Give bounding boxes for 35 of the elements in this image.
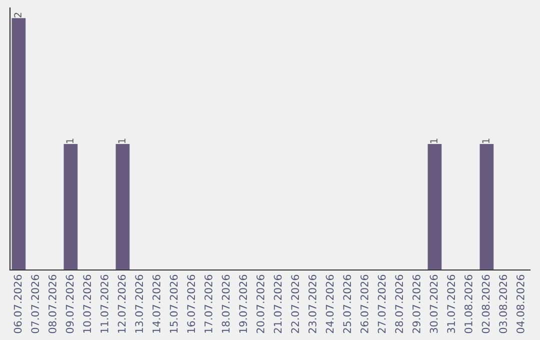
x-tick-label: 24.07.2026 (326, 274, 334, 334)
x-tick-label: 31.07.2026 (447, 274, 456, 334)
x-tick-label: 30.07.2026 (430, 274, 438, 334)
x-tick-label: 11.07.2026 (100, 274, 108, 333)
data-label: 2 (14, 12, 22, 18)
x-tick-label: 22.07.2026 (291, 274, 300, 334)
x-tick-label: 17.07.2026 (204, 274, 212, 333)
data-label: 1 (430, 138, 438, 143)
x-tick-label: 18.07.2026 (222, 274, 230, 333)
x-tick-label: 03.08.2026 (499, 274, 508, 334)
x-tick-label: 19.07.2026 (239, 274, 248, 333)
x-tick-label: 21.07.2026 (274, 274, 282, 334)
x-tick-label: 26.07.2026 (360, 274, 368, 334)
x-tick-label: 14.07.2026 (152, 274, 160, 333)
x-tick-label: 29.07.2026 (412, 274, 420, 334)
x-tick-label: 27.07.2026 (378, 274, 386, 334)
x-tick-label: 09.07.2026 (66, 274, 74, 334)
x-tick-label: 28.07.2026 (395, 274, 404, 334)
data-label: 1 (482, 138, 490, 143)
x-tick-label: 01.08.2026 (464, 274, 472, 334)
x-tick-label: 04.08.2026 (516, 274, 524, 334)
x-tick-label: 02.08.2026 (482, 274, 490, 334)
x-tick-label: 25.07.2026 (343, 274, 352, 334)
data-label: 1 (118, 138, 126, 143)
x-tick-label: 20.07.2026 (256, 274, 264, 334)
x-tick-label: 23.07.2026 (308, 274, 316, 334)
data-label: 1 (66, 138, 74, 143)
x-tick-label: 06.07.2026 (14, 274, 22, 334)
x-tick-label: 12.07.2026 (118, 274, 126, 333)
x-tick-label: 13.07.2026 (135, 274, 144, 333)
x-tick-label: 10.07.2026 (83, 274, 92, 333)
x-tick-label: 15.07.2026 (170, 274, 178, 333)
x-tick-label: 08.07.2026 (48, 274, 56, 334)
x-tick-label: 16.07.2026 (187, 274, 196, 333)
x-tick-label: 07.07.2026 (31, 274, 40, 334)
